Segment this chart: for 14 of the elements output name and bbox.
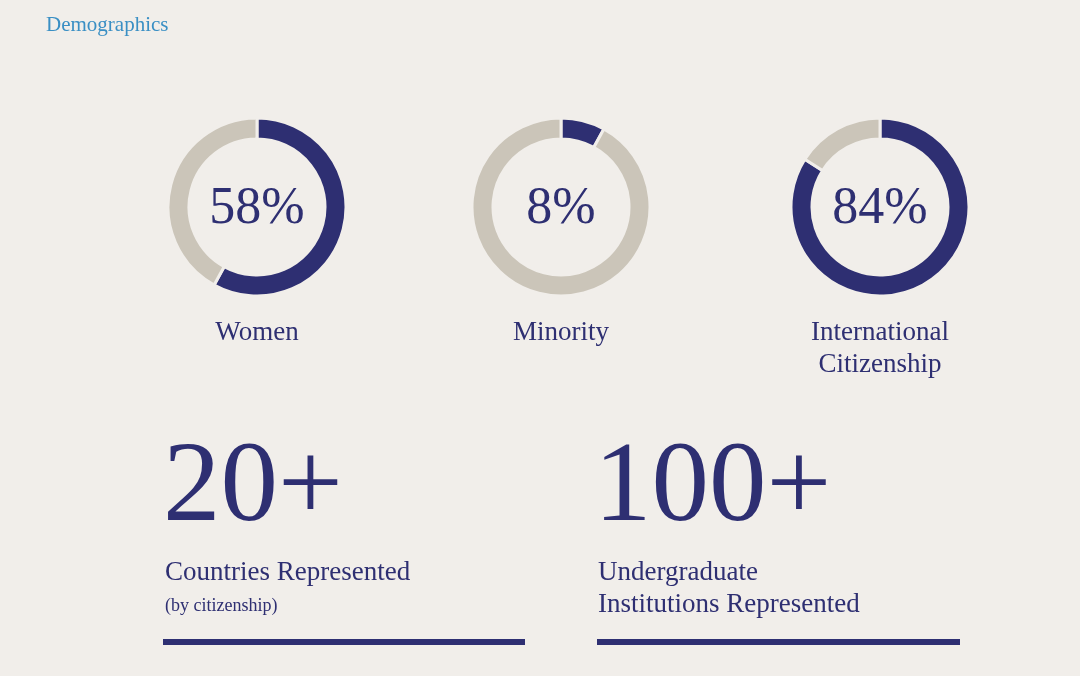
- data-label: 58%: [209, 177, 305, 234]
- text: Women: [215, 316, 300, 346]
- text: (by citizenship): [165, 595, 278, 616]
- text: International Citizenship: [811, 316, 949, 378]
- data-label: 8%: [526, 177, 596, 234]
- text: Undergraduate Institutions Represented: [598, 556, 861, 618]
- text: Demographics: [46, 12, 169, 36]
- text: Minority: [512, 316, 610, 346]
- text: 100+: [594, 418, 832, 545]
- text: 20+: [163, 418, 343, 545]
- data-label: 84%: [832, 177, 928, 234]
- donut-slice: [470, 116, 652, 298]
- text: Countries Represented: [165, 556, 411, 586]
- donut-slice: [789, 116, 971, 298]
